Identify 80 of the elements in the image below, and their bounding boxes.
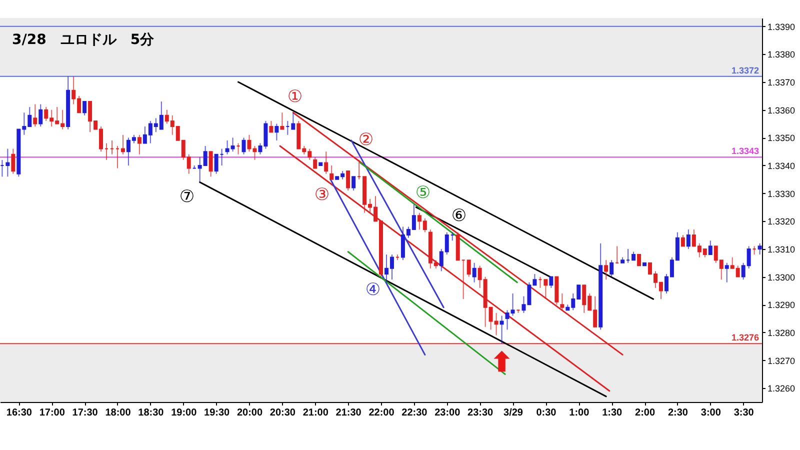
candlestick xyxy=(708,240,712,256)
ref-line-label: 1.3276 xyxy=(731,332,759,343)
y-tick-label: 1.3320 xyxy=(768,216,796,227)
candlestick xyxy=(214,154,218,174)
candlestick xyxy=(560,292,564,311)
candlestick xyxy=(120,134,125,155)
candlestick xyxy=(274,123,279,141)
candlestick xyxy=(500,315,504,344)
candlestick xyxy=(610,260,614,278)
x-tick-label: 21:00 xyxy=(302,408,329,418)
y-tick-label: 1.3330 xyxy=(768,188,796,199)
candlestick xyxy=(472,262,476,283)
candlestick xyxy=(6,148,10,178)
x-tick-label: 21:30 xyxy=(336,408,362,418)
y-tick-label: 1.3390 xyxy=(768,22,796,32)
x-tick-label: 3:00 xyxy=(700,408,722,418)
candlestick xyxy=(313,156,318,169)
candlestick xyxy=(604,260,608,280)
x-tick-label: 17:30 xyxy=(72,408,98,418)
x-tick-label: 17:00 xyxy=(39,408,66,418)
y-tick-label: 1.3270 xyxy=(768,356,796,366)
candlestick xyxy=(82,100,87,116)
candlestick xyxy=(637,254,642,266)
candlestick xyxy=(544,279,548,300)
candlestick xyxy=(242,137,246,155)
candlestick xyxy=(346,170,350,192)
text: 3/28 ユロドル 5分 xyxy=(12,32,156,48)
candlestick xyxy=(11,148,16,174)
x-tick-label: 22:30 xyxy=(402,408,428,418)
candlestick xyxy=(33,104,38,128)
candlestick xyxy=(330,164,334,180)
y-tick-label: 1.3380 xyxy=(768,50,796,60)
x-tick-label: 18:00 xyxy=(105,408,132,418)
annotation: ③ xyxy=(314,185,330,205)
candlestick xyxy=(466,260,471,278)
annotation: ⑦ xyxy=(179,187,195,207)
annotation: ⑥ xyxy=(451,206,467,226)
x-tick-label: 22:00 xyxy=(368,408,395,418)
x-tick-label: 2:30 xyxy=(668,408,688,418)
x-tick-label: 1:30 xyxy=(602,408,623,418)
candlestick xyxy=(352,176,356,192)
candlestick xyxy=(291,112,296,130)
x-tick-label: 18:30 xyxy=(138,408,164,418)
annotation: ⑤ xyxy=(415,183,431,203)
y-tick-label: 1.3370 xyxy=(768,78,796,88)
candlestick xyxy=(549,276,554,288)
candlestick xyxy=(324,151,328,174)
candlestick xyxy=(137,134,142,155)
x-tick-label: 20:30 xyxy=(270,408,296,418)
y-tick-label: 1.3300 xyxy=(768,272,796,282)
x-tick-label: 0:30 xyxy=(536,408,557,418)
x-tick-label: 23:00 xyxy=(434,408,461,418)
x-tick-label: 3:30 xyxy=(734,408,754,418)
y-tick-label: 1.3360 xyxy=(768,105,796,116)
candlestick xyxy=(269,120,274,133)
ref-line-label: 1.3343 xyxy=(731,146,759,156)
x-tick-label: 2:00 xyxy=(635,408,656,418)
candlestick xyxy=(280,112,284,130)
x-tick-label: 19:00 xyxy=(171,408,198,418)
annotation: ② xyxy=(358,130,374,150)
x-tick-label: 20:00 xyxy=(236,408,263,418)
candlestick xyxy=(208,151,213,178)
candlestick xyxy=(680,234,685,247)
x-tick-label: 16:30 xyxy=(6,408,32,418)
ref-line-label: 1.3372 xyxy=(731,65,759,76)
y-tick-label: 1.3350 xyxy=(768,133,796,144)
candlestick xyxy=(724,262,729,283)
x-tick-label: 23:30 xyxy=(468,408,494,418)
annotation: ④ xyxy=(365,280,381,300)
y-tick-label: 1.3260 xyxy=(768,384,796,394)
y-tick-label: 1.3280 xyxy=(768,328,796,338)
x-tick-label: 1:00 xyxy=(569,408,590,418)
y-tick-label: 1.3290 xyxy=(768,300,796,310)
x-tick-label: 3/29 xyxy=(504,408,524,418)
candlestick xyxy=(38,104,43,128)
y-tick-label: 1.3310 xyxy=(768,244,796,254)
x-tick-label: 19:30 xyxy=(204,408,230,418)
candlestick xyxy=(686,228,690,250)
y-tick-label: 1.3340 xyxy=(768,160,796,171)
annotation: ① xyxy=(287,87,303,107)
